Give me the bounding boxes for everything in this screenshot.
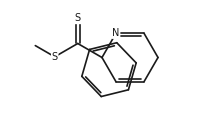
Text: N: N xyxy=(112,28,120,38)
Text: S: S xyxy=(52,52,58,62)
Text: S: S xyxy=(75,13,81,24)
